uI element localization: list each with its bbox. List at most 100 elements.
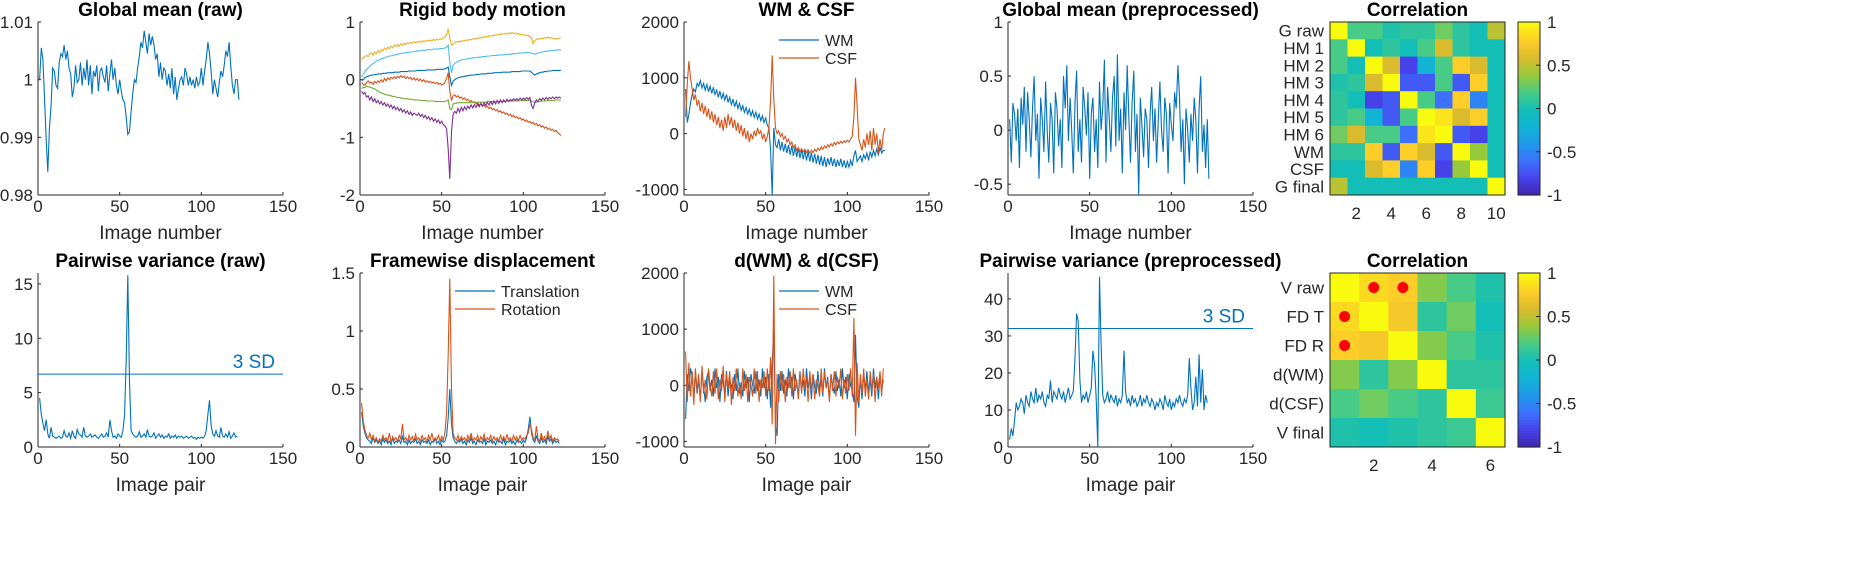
colorbar-segment bbox=[1518, 103, 1540, 107]
colorbar-segment bbox=[1518, 398, 1540, 402]
heatmap-cell bbox=[1330, 108, 1348, 127]
colorbar-segment bbox=[1518, 381, 1540, 386]
colorbar-segment bbox=[1518, 281, 1540, 285]
pairwise-variance-preprocessed-panel: 0 50 100 150 0 10 20 30 40 3 SD Pairwise variance … bbox=[979, 251, 1281, 496]
legend-label: CSF bbox=[825, 302, 857, 319]
y-tick-label: 30 bbox=[984, 327, 1003, 346]
colorbar-segment bbox=[1518, 186, 1540, 191]
y-tick-label: 2000 bbox=[641, 13, 679, 32]
heatmap-cell bbox=[1470, 177, 1488, 196]
heatmap-frame bbox=[1329, 272, 1506, 448]
y-tick-label: -1000 bbox=[636, 432, 679, 451]
series-line-2 bbox=[361, 66, 561, 88]
x-tick-label: 150 bbox=[1239, 449, 1267, 468]
colorbar-segment bbox=[1518, 441, 1540, 445]
heatmap-cell bbox=[1446, 302, 1477, 332]
y-tick-label: 0 bbox=[346, 438, 355, 457]
heatmap-cell bbox=[1330, 160, 1348, 179]
heatmap-cell bbox=[1470, 91, 1488, 109]
colorbar-segment bbox=[1518, 122, 1540, 126]
heatmap-cell bbox=[1417, 331, 1448, 361]
heatmap-cell bbox=[1365, 39, 1383, 58]
colorbar-segment bbox=[1518, 292, 1540, 296]
y-tick-label: 1 bbox=[24, 71, 33, 90]
colorbar-segment bbox=[1518, 116, 1540, 120]
heatmap-cell bbox=[1359, 418, 1389, 448]
heatmap-cell bbox=[1365, 143, 1383, 161]
colorbar-segment bbox=[1518, 349, 1540, 353]
heatmap-cell bbox=[1452, 143, 1471, 161]
colorbar-segment bbox=[1518, 62, 1540, 66]
heatmap-cell bbox=[1435, 91, 1453, 109]
colorbar-segment bbox=[1518, 389, 1540, 394]
colorbar-segment bbox=[1518, 22, 1540, 26]
colorbar-segment bbox=[1518, 324, 1540, 328]
colorbar-segment bbox=[1518, 105, 1540, 110]
chart-title: Correlation bbox=[1367, 251, 1468, 272]
heatmap-cell bbox=[1470, 160, 1488, 179]
colorbar-segment bbox=[1518, 400, 1540, 405]
row-label: CSF bbox=[1290, 160, 1324, 179]
y-tick-label: 0.5 bbox=[331, 380, 355, 399]
colorbar-segment bbox=[1518, 119, 1540, 123]
colorbar-segment bbox=[1518, 78, 1540, 83]
heatmap-cell bbox=[1359, 360, 1389, 390]
x-tick-label: 2 bbox=[1352, 204, 1361, 223]
colorbar-tick-label: 0 bbox=[1547, 351, 1556, 370]
heatmap-cell bbox=[1470, 143, 1488, 161]
heatmap-cell bbox=[1446, 273, 1477, 303]
colorbar-segment bbox=[1518, 135, 1540, 139]
heatmap-cell bbox=[1452, 73, 1471, 92]
colorbar-segment bbox=[1518, 57, 1540, 61]
colorbar-segment bbox=[1518, 113, 1540, 118]
x-axis-label: Image pair bbox=[762, 475, 852, 496]
heatmap-cell bbox=[1400, 108, 1418, 127]
colorbar-segment bbox=[1518, 300, 1540, 304]
colorbar-segment bbox=[1518, 32, 1540, 37]
heatmap-cell bbox=[1382, 160, 1401, 179]
colorbar-segment bbox=[1518, 433, 1540, 437]
colorbar-segment bbox=[1518, 149, 1540, 153]
heatmap-cell bbox=[1388, 331, 1418, 361]
y-tick-label: 0 bbox=[346, 71, 355, 90]
y-tick-label: 0 bbox=[994, 121, 1003, 140]
heatmap-cell bbox=[1470, 39, 1488, 58]
y-tick-label: 10 bbox=[14, 329, 33, 348]
y-tick-label: 40 bbox=[984, 290, 1003, 309]
heatmap-cell bbox=[1382, 143, 1401, 161]
heatmap-cell bbox=[1382, 91, 1401, 109]
heatmap-cell bbox=[1487, 108, 1506, 127]
colorbar-segment bbox=[1518, 189, 1540, 193]
legend-label: WM bbox=[825, 33, 853, 50]
heatmap-cell bbox=[1475, 273, 1506, 303]
colorbar-segment bbox=[1518, 289, 1540, 293]
y-tick-label: 0 bbox=[994, 438, 1003, 457]
x-tick-label: 100 bbox=[187, 449, 215, 468]
heatmap-cell bbox=[1330, 125, 1348, 144]
colorbar-segment bbox=[1518, 414, 1540, 418]
colorbar-segment bbox=[1518, 406, 1540, 410]
row-label: FD T bbox=[1287, 308, 1324, 327]
x-tick-label: 6 bbox=[1486, 456, 1495, 475]
y-tick-label: 1 bbox=[346, 322, 355, 341]
row-label: HM 2 bbox=[1283, 56, 1324, 75]
colorbar-segment bbox=[1518, 419, 1540, 424]
colorbar-tick-label: -0.5 bbox=[1547, 143, 1576, 162]
colorbar-segment bbox=[1518, 51, 1540, 56]
heatmap-cell bbox=[1446, 418, 1477, 448]
x-tick-label: 150 bbox=[915, 197, 943, 216]
heatmap-cell bbox=[1388, 418, 1418, 448]
colorbar-segment bbox=[1518, 319, 1540, 323]
chart-title: WM & CSF bbox=[758, 0, 854, 21]
heatmap-cell bbox=[1365, 22, 1383, 40]
row-label: HM 4 bbox=[1283, 91, 1324, 110]
y-tick-label: 0 bbox=[670, 376, 679, 395]
series-line-wm bbox=[685, 78, 885, 195]
heatmap-cell bbox=[1470, 73, 1488, 92]
series-line-csf bbox=[685, 55, 886, 155]
heatmap-cell bbox=[1417, 91, 1436, 109]
x-tick-label: 100 bbox=[509, 197, 537, 216]
heatmap-cell bbox=[1330, 143, 1348, 161]
x-tick-label: 100 bbox=[187, 197, 215, 216]
